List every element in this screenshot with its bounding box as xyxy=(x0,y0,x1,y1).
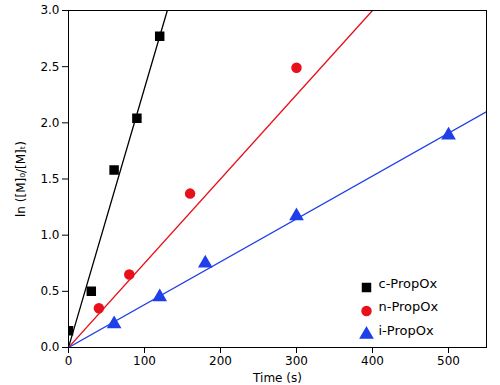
svg-text:Time (s): Time (s) xyxy=(252,371,302,385)
svg-text:3.0: 3.0 xyxy=(40,3,59,17)
svg-text:c-PropOx: c-PropOx xyxy=(379,276,438,291)
svg-text:n-PropOx: n-PropOx xyxy=(379,299,439,314)
svg-text:ln ([M]₀/[M]ₜ): ln ([M]₀/[M]ₜ) xyxy=(14,141,28,217)
svg-text:1.5: 1.5 xyxy=(40,172,59,186)
svg-text:200: 200 xyxy=(209,354,232,368)
svg-text:0.5: 0.5 xyxy=(40,284,59,298)
svg-text:500: 500 xyxy=(437,354,460,368)
svg-text:100: 100 xyxy=(133,354,156,368)
svg-text:1.0: 1.0 xyxy=(40,228,59,242)
svg-text:2.0: 2.0 xyxy=(40,116,59,130)
svg-text:300: 300 xyxy=(285,354,308,368)
svg-text:i-PropOx: i-PropOx xyxy=(379,323,434,338)
svg-text:2.5: 2.5 xyxy=(40,60,59,74)
svg-text:400: 400 xyxy=(361,354,384,368)
svg-text:0: 0 xyxy=(65,354,73,368)
svg-text:0.0: 0.0 xyxy=(40,340,59,354)
